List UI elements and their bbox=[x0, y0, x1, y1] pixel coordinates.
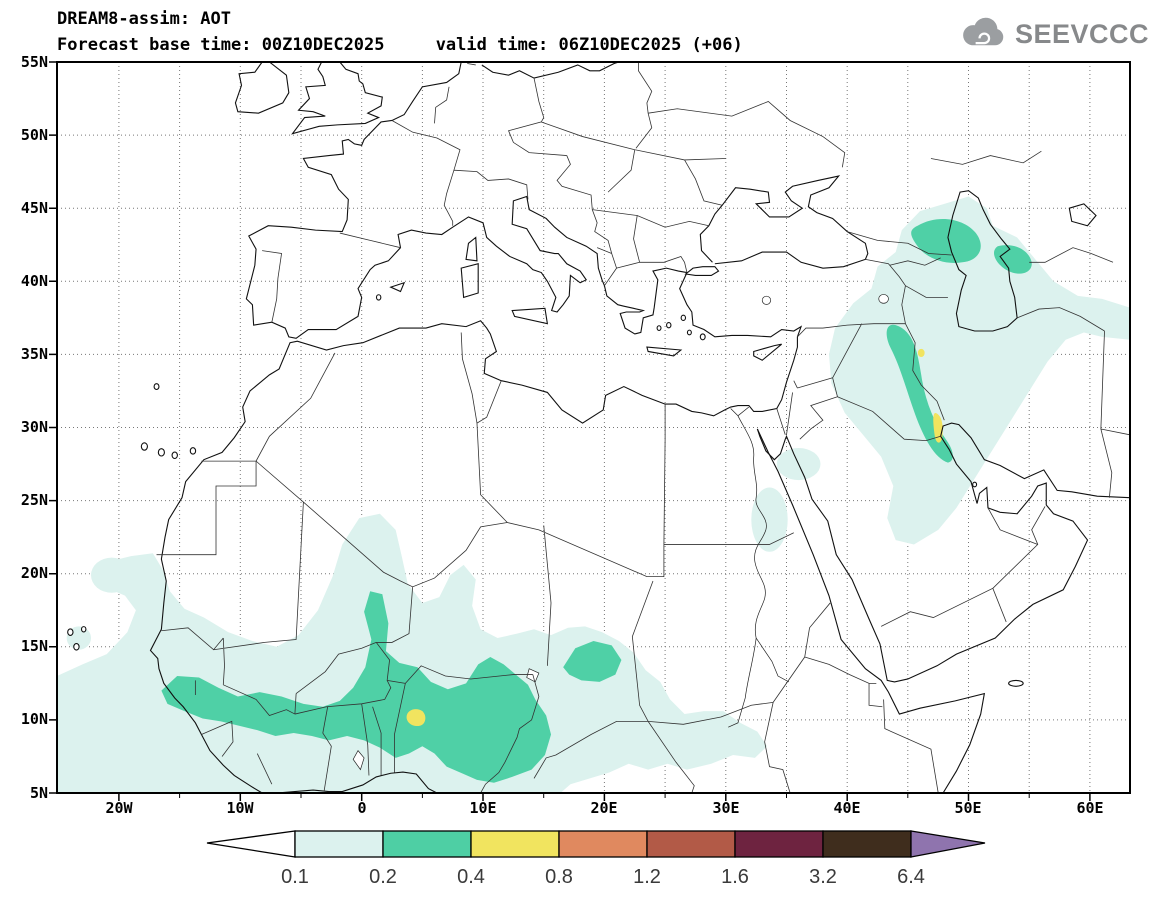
map-canvas bbox=[49, 61, 1131, 801]
aot-light-red-sea-sudan bbox=[751, 487, 788, 552]
coast-blacksea bbox=[700, 176, 868, 268]
colorbar-seg-6 bbox=[734, 830, 824, 858]
country-borders bbox=[157, 62, 1130, 793]
colorbar: 0.1 0.2 0.4 0.8 1.2 1.6 3.2 6.4 bbox=[206, 830, 986, 888]
aot-teal-caspian-east bbox=[994, 245, 1032, 274]
coast-aral bbox=[1069, 204, 1096, 226]
colorbar-label: 0.4 bbox=[457, 866, 485, 888]
aot-teal-westafrica bbox=[161, 591, 552, 783]
aot-yellow-nigeria bbox=[406, 709, 426, 727]
aot-fill-level3 bbox=[406, 348, 943, 727]
colorbar-arrow-right bbox=[910, 830, 986, 858]
colorbar-seg-3 bbox=[470, 830, 560, 858]
colorbar-label: 0.8 bbox=[545, 866, 573, 888]
coast-baltic bbox=[482, 62, 619, 78]
seevccc-logo: SEEVCCC bbox=[957, 16, 1149, 52]
y-axis-label: 15N bbox=[20, 637, 48, 655]
y-axis-label: 5N bbox=[29, 784, 48, 802]
x-axis-label: 50E bbox=[954, 799, 982, 817]
y-axis-label: 35N bbox=[20, 345, 48, 363]
coast-main bbox=[150, 62, 801, 793]
coastlines bbox=[68, 62, 1130, 793]
logo-text: SEEVCCC bbox=[1014, 18, 1149, 49]
colorbar-seg-2 bbox=[382, 830, 472, 858]
y-axis-label: 40N bbox=[20, 272, 48, 290]
coast-guinea-gulf bbox=[277, 772, 437, 793]
colorbar-label: 3.2 bbox=[809, 866, 837, 888]
colorbar-label: 6.4 bbox=[897, 866, 925, 888]
x-axis-label: 0 bbox=[357, 799, 367, 817]
coast-redsea-west-somalia bbox=[757, 429, 984, 793]
plot-subtitle: Forecast base time: 00Z10DEC2025 valid t… bbox=[57, 35, 743, 55]
aot-yellow-zagros-spot bbox=[917, 348, 925, 358]
coast-ireland bbox=[235, 62, 288, 113]
title-block: DREAM8-assim: AOT Forecast base time: 00… bbox=[57, 6, 743, 58]
y-axis-label: 20N bbox=[20, 564, 48, 582]
axis-ticks bbox=[49, 61, 1091, 801]
colorbar-seg-1 bbox=[294, 830, 384, 858]
colorbar-label: 1.6 bbox=[721, 866, 749, 888]
borders-mideast bbox=[777, 151, 1130, 626]
colorbar-label: 0.1 bbox=[281, 866, 309, 888]
nile-river bbox=[728, 407, 789, 727]
islands bbox=[391, 237, 782, 360]
coast-caspian bbox=[948, 191, 1017, 331]
coast-arabia-iran bbox=[757, 423, 1130, 682]
y-axis-label: 55N bbox=[20, 53, 48, 71]
y-axis-label: 45N bbox=[20, 199, 48, 217]
plot-title: DREAM8-assim: AOT bbox=[57, 9, 231, 29]
coast-marmara bbox=[686, 267, 719, 276]
x-axis-label: 10E bbox=[469, 799, 497, 817]
aot-light-atlantic bbox=[90, 557, 133, 593]
x-axis-label: 60E bbox=[1076, 799, 1104, 817]
colorbar-label: 1.2 bbox=[633, 866, 661, 888]
colorbar-label: 0.2 bbox=[369, 866, 397, 888]
x-axis-label: 10W bbox=[226, 799, 254, 817]
y-axis-label: 25N bbox=[20, 491, 48, 509]
x-axis-label: 20E bbox=[590, 799, 618, 817]
geo-layer bbox=[57, 62, 1130, 793]
y-axis-label: 30N bbox=[20, 418, 48, 436]
cloud-icon bbox=[957, 16, 1009, 52]
colorbar-seg-4 bbox=[558, 830, 648, 858]
aot-teal-chad bbox=[563, 640, 622, 682]
x-axis-label: 40E bbox=[833, 799, 861, 817]
colorbar-seg-7 bbox=[822, 830, 912, 858]
y-axis-label: 10N bbox=[20, 710, 48, 728]
colorbar-seg-5 bbox=[646, 830, 736, 858]
x-axis-label: 30E bbox=[712, 799, 740, 817]
x-axis-label: 20W bbox=[105, 799, 133, 817]
small-islands bbox=[68, 295, 1024, 687]
coast-england bbox=[292, 62, 382, 134]
borders-europe bbox=[392, 62, 845, 286]
colorbar-arrow-left bbox=[206, 830, 296, 858]
borders-africa bbox=[157, 233, 939, 793]
y-axis-label: 50N bbox=[20, 126, 48, 144]
aot-teal-caucasus bbox=[911, 219, 981, 263]
